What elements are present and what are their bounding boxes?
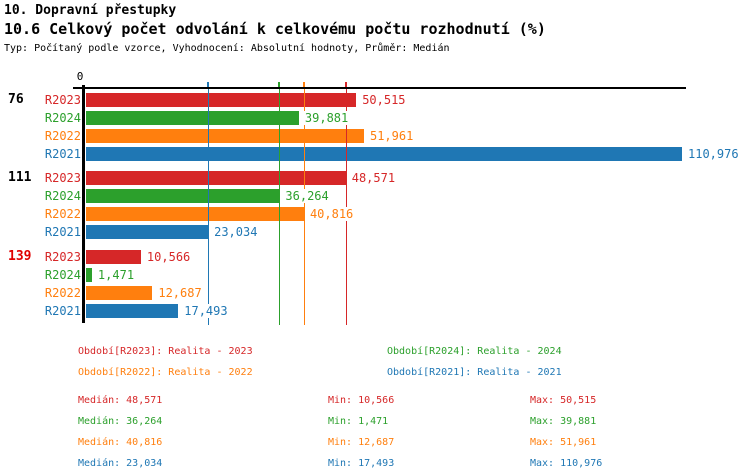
bar-value-label: 10,566: [145, 250, 192, 264]
group-label: 139: [8, 249, 32, 264]
stat-min-r2023: Min: 10,566: [328, 395, 395, 406]
bar-row-label: R2021: [44, 147, 81, 161]
bar-row-label: R2024: [44, 111, 81, 125]
stat-max-r2024: Max: 39,881: [530, 416, 597, 427]
group-label: 111: [8, 170, 32, 185]
bar-value-label: 1,471: [96, 268, 136, 282]
legend-entry-r2024: Období[R2024]: Realita - 2024: [387, 346, 562, 357]
bar-value-label: 40,816: [308, 207, 355, 221]
bar-row-label: R2022: [44, 129, 81, 143]
bar: [86, 225, 209, 239]
median-line: [279, 88, 280, 325]
median-line: [208, 88, 209, 325]
median-tick: [278, 82, 280, 88]
bar-value-label: 12,687: [157, 286, 203, 300]
bar-value-label: 110,976: [687, 147, 740, 161]
bar: [86, 268, 92, 282]
median-line: [346, 88, 347, 325]
bar-row-label: R2023: [44, 250, 81, 264]
bar: [86, 147, 682, 161]
bar-value-label: 23,034: [213, 225, 259, 239]
bar: [86, 129, 364, 143]
bar: [86, 189, 280, 203]
stat-median-r2021: Medián: 23,034: [78, 458, 163, 469]
bar: [86, 111, 299, 125]
legend-entry-r2021: Období[R2021]: Realita - 2021: [387, 367, 562, 378]
stat-median-r2024: Medián: 36,264: [78, 416, 163, 427]
stat-min-r2024: Min: 1,471: [328, 416, 389, 427]
stat-max-r2021: Max: 110,976: [530, 458, 603, 469]
bar-value-label: 17,493: [183, 304, 229, 318]
median-line: [304, 88, 305, 325]
page-title: 10. Dopravní přestupky: [4, 3, 177, 18]
stat-min-r2021: Min: 17,493: [328, 458, 395, 469]
x-axis-line: [73, 87, 686, 89]
bar: [86, 304, 179, 318]
bar-row-label: R2023: [44, 93, 81, 107]
bar-chart: 76 R2023 R2024 R2022 R2021 111 R2023 R2024 R2022…: [8, 82, 740, 325]
stat-min-r2022: Min: 12,687: [328, 437, 395, 448]
bar-row-label: R2023: [44, 171, 81, 185]
legend-entry-r2023: Období[R2023]: Realita - 2023: [78, 346, 253, 357]
chart-subtitle: 10.6 Celkový počet odvolání k celkovému …: [4, 20, 546, 38]
bar-value-label: 36,264: [284, 189, 330, 203]
median-tick: [303, 82, 305, 88]
bar: [86, 93, 357, 107]
legend-entry-r2022: Období[R2022]: Realita - 2022: [78, 367, 253, 378]
bar-value-label: 39,881: [303, 111, 350, 125]
bar-row-label: R2024: [44, 268, 81, 282]
bar: [86, 171, 346, 185]
chart-meta: Typ: Počítaný podle vzorce, Vyhodnocení:…: [4, 43, 450, 54]
bar-row-label: R2021: [44, 225, 81, 239]
stat-median-r2022: Medián: 40,816: [78, 437, 163, 448]
stat-median-r2023: Medián: 48,571: [78, 395, 163, 406]
bar: [86, 207, 304, 221]
axis-zero-label: 0: [76, 70, 84, 83]
bar-value-label: 50,515: [361, 93, 407, 107]
group-label: 76: [8, 92, 24, 107]
bar-row-label: R2024: [44, 189, 81, 203]
bar: [86, 250, 141, 264]
stat-max-r2022: Max: 51,961: [530, 437, 597, 448]
median-tick: [345, 82, 347, 88]
y-axis-line: [82, 85, 85, 323]
bar-value-label: 51,961: [368, 129, 415, 143]
stat-max-r2023: Max: 50,515: [530, 395, 597, 406]
median-tick: [207, 82, 209, 88]
bar-row-label: R2022: [44, 286, 81, 300]
bar-row-label: R2022: [44, 207, 81, 221]
bar-row-label: R2021: [44, 304, 81, 318]
bar: [86, 286, 153, 300]
bar-value-label: 48,571: [350, 171, 397, 185]
